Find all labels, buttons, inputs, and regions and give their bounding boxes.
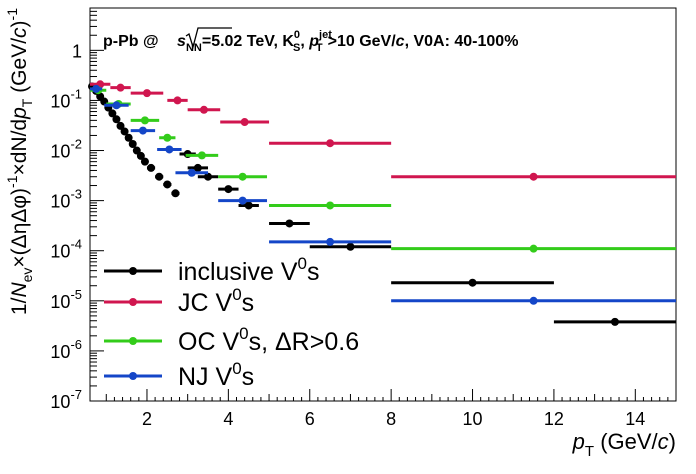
legend-label: OC V0s, ΔR>0.6 <box>178 324 359 356</box>
legend-marker <box>129 372 137 380</box>
series-1 <box>90 80 676 181</box>
y-tick-label: 10-6 <box>50 337 82 362</box>
data-point <box>238 196 247 205</box>
data-point <box>244 201 253 210</box>
y-tick-label: 10-1 <box>50 86 82 111</box>
data-point <box>116 121 125 130</box>
y-tick-label: 10-2 <box>50 137 82 162</box>
data-point <box>100 97 109 106</box>
y-tick-label: 10-4 <box>50 237 82 262</box>
legend-marker <box>129 298 137 306</box>
data-point <box>326 237 335 246</box>
data-point <box>285 219 294 228</box>
x-tick-label: 14 <box>625 409 645 429</box>
data-point <box>224 185 233 194</box>
data-point <box>187 168 196 177</box>
x-tick-label: 6 <box>305 409 315 429</box>
y-tick-label: 1 <box>72 41 82 61</box>
x-tick-label: 8 <box>386 409 396 429</box>
x-tick-label: 4 <box>223 409 233 429</box>
data-point <box>142 89 151 98</box>
data-series <box>88 80 676 326</box>
data-point <box>112 101 121 110</box>
legend-label: NJ V0s <box>178 359 254 391</box>
y-tick-label: 10-3 <box>50 187 82 212</box>
y-axis-label: 1/Nev×(ΔηΔφ)-1×dN/dpT (GeV/c)-1 <box>4 8 35 315</box>
data-point <box>326 201 335 210</box>
series-0 <box>88 82 676 326</box>
data-point <box>112 115 121 124</box>
data-point <box>165 145 174 154</box>
data-point <box>147 163 156 172</box>
x-tick-label: 10 <box>463 409 483 429</box>
legend-label: inclusive V0s <box>178 254 319 286</box>
data-point <box>529 172 538 181</box>
legend-entry-2: OC V0s, ΔR>0.6 <box>104 324 359 356</box>
axes: 2 4 6 8 10 12 14 10-7 10-6 10-5 10-4 10-3 10-2 10-1 1 <box>50 7 677 429</box>
x-axis-label: pT (GeV/c) <box>572 429 676 460</box>
legend-marker <box>129 267 137 275</box>
data-point <box>140 116 149 125</box>
data-point <box>108 109 117 118</box>
data-point <box>240 118 249 127</box>
data-point <box>193 163 202 172</box>
legend-entry-3: NJ V0s <box>104 359 254 391</box>
series-3 <box>90 84 676 305</box>
x-tick-label: 2 <box>142 409 152 429</box>
legend-marker <box>129 337 137 345</box>
data-point <box>136 151 145 160</box>
data-point <box>120 127 129 136</box>
data-point <box>326 139 335 148</box>
data-point <box>140 157 149 166</box>
data-point <box>116 83 125 92</box>
data-point <box>346 242 355 251</box>
annotation: p-Pb @ sNN=5.02 TeV, K0 S, pjet T >10 GeV/c… <box>103 27 518 54</box>
data-point <box>468 278 477 287</box>
data-point <box>529 244 538 253</box>
legend-label: JC V0s <box>178 285 254 317</box>
sqrt-symbol <box>185 27 232 50</box>
data-point <box>199 105 208 114</box>
legend-entry-1: JC V0s <box>104 285 254 317</box>
data-point <box>171 189 180 198</box>
y-tick-label: 10-7 <box>50 387 82 412</box>
x-tick-label: 12 <box>544 409 564 429</box>
data-point <box>155 172 164 181</box>
y-tick-label: 10-5 <box>50 287 82 312</box>
data-point <box>197 151 206 160</box>
data-point <box>529 296 538 305</box>
data-point <box>138 126 147 135</box>
data-point <box>92 84 101 93</box>
data-point <box>610 317 619 326</box>
data-point <box>128 139 137 148</box>
data-point <box>204 172 213 181</box>
data-point <box>124 133 133 142</box>
data-point <box>163 180 172 189</box>
data-point <box>238 172 247 181</box>
data-point <box>163 133 172 142</box>
annotation-text: p-Pb @ sNN=5.02 TeV, K0 S, pjet T >10 GeV/c… <box>103 29 518 54</box>
legend-entry-0: inclusive V0s <box>104 254 319 286</box>
axis-labels: pT (GeV/c) 1/Nev×(ΔηΔφ)-1×dN/dpT (GeV/c)-… <box>4 8 676 460</box>
data-point <box>173 96 182 105</box>
